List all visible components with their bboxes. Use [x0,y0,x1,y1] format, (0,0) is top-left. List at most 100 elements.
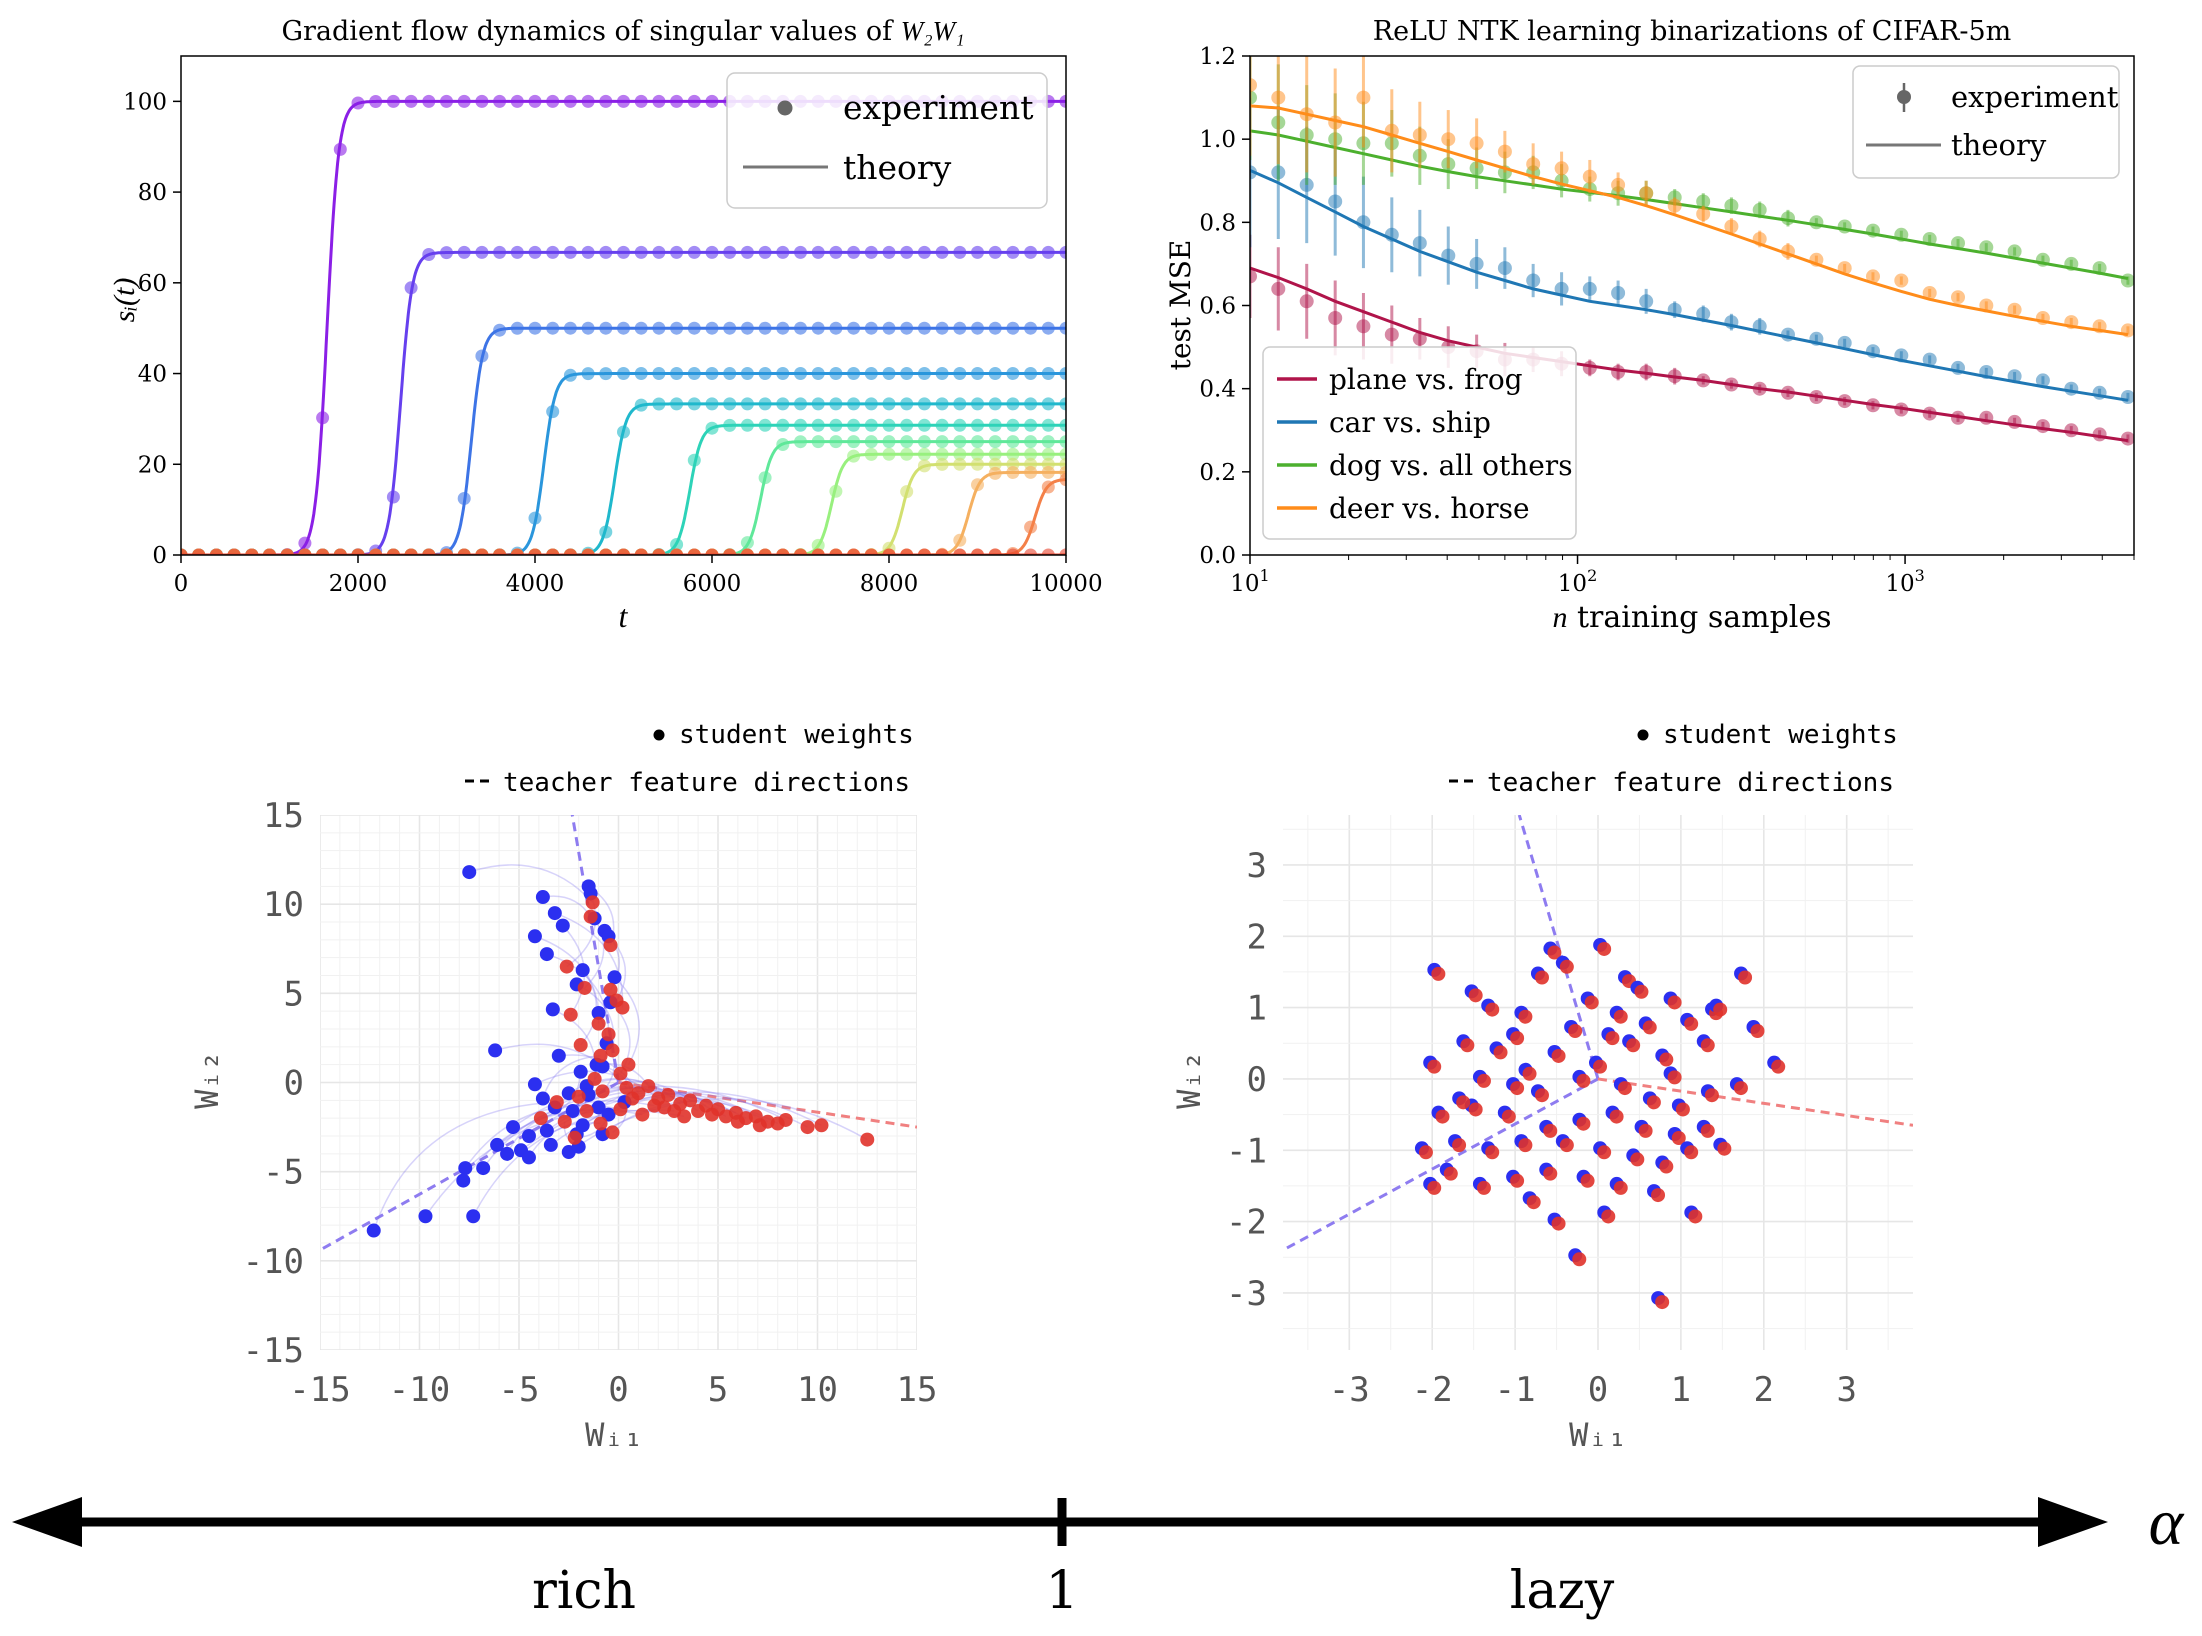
student-final-point [563,1007,578,1022]
student-final-point [1510,1173,1525,1188]
experiment-point-1 [1554,281,1569,296]
experiment-point-3 [1667,198,1682,213]
student-final-point [1543,1123,1558,1138]
experiment-point-11 [1006,548,1020,555]
experiment-point-1 [493,245,507,259]
experiment-point-4 [811,397,825,411]
experiment-point-1 [917,245,931,259]
experiment-point-6 [740,536,754,550]
student-final-point [800,1120,815,1135]
student-final-point [1738,970,1753,985]
student-final-point [559,959,574,974]
y-tick-label: 0 [1247,1060,1267,1100]
experiment-point-1 [1328,194,1343,209]
experiment-point-6 [864,435,878,449]
student-final-point [1626,1038,1641,1053]
experiment-point-3 [1951,290,1965,305]
experiment-point-4 [687,397,701,411]
student-initial-point [535,890,550,905]
x-tick-label: 102 [1558,566,1597,597]
y-tick-label: -1 [1226,1131,1267,1171]
experiment-point-2 [1724,198,1739,213]
legend-student-marker [1637,729,1649,741]
experiment-point-7 [1024,447,1038,461]
y-tick-label: 100 [123,89,167,115]
experiment-point-3 [988,367,1002,380]
experiment-point-2 [1696,194,1711,209]
experiment-point-2 [900,321,914,335]
experiment-point-11 [740,548,754,555]
experiment-point-1 [900,245,914,259]
experiment-point-4 [758,397,772,411]
experiment-point-0 [546,94,560,108]
experiment-point-1 [1837,335,1852,350]
experiment-point-11 [181,548,188,555]
experiment-point-11 [245,548,259,555]
experiment-point-5 [811,418,825,432]
experiment-point-11 [953,548,967,555]
student-final-point [1476,1180,1491,1195]
experiment-point-3 [1922,286,1937,300]
experiment-point-11 [935,548,949,555]
experiment-point-1 [510,245,524,259]
experiment-point-1 [1412,236,1427,251]
experiment-point-5 [1006,418,1020,432]
experiment-point-4 [1006,397,1020,411]
student-initial-point [591,1005,606,1020]
student-final-point [752,1118,767,1133]
experiment-point-2 [935,321,949,335]
student-final-point [1485,1002,1500,1017]
student-final-point [603,982,618,997]
experiment-point-1 [1384,227,1399,242]
student-final-point [1456,1095,1471,1110]
experiment-point-4 [740,397,754,411]
weight-trajectory [542,1055,601,1099]
experiment-point-2 [1250,90,1257,105]
experiment-point-11 [847,548,861,555]
student-initial-point [456,1173,471,1188]
experiment-point-11 [563,548,577,555]
experiment-point-3 [634,367,648,380]
experiment-point-2 [687,321,701,335]
student-final-point [1460,1038,1475,1053]
experiment-point-1 [1006,245,1020,259]
student-initial-point [573,1064,588,1079]
student-final-point [1559,1138,1574,1153]
experiment-point-1 [1894,348,1909,363]
experiment-point-3 [1724,219,1739,234]
experiment-point-11 [298,548,312,555]
experiment-point-6 [829,435,843,449]
experiment-point-3 [1384,123,1399,138]
experiment-point-2 [794,321,807,335]
experiment-point-1 [1250,165,1257,180]
lazy-x-ticks: -3 -2 -1 0 1 2 3 [1329,1370,1857,1410]
experiment-point-3 [1809,252,1824,267]
experiment-point-3 [900,367,914,380]
experiment-point-2 [1894,227,1909,242]
y-tick-label: 1 [1247,989,1267,1029]
experiment-point-0 [1299,294,1314,309]
student-final-point [1609,1109,1624,1124]
experiment-point-11 [493,548,507,555]
x-tick-exponent: 2 [1587,566,1597,585]
experiment-point-9 [988,466,1002,480]
experiment-point-1 [581,245,595,259]
experiment-point-5 [935,418,949,432]
gradient-legend: experiment theory [726,72,1048,209]
student-final-point [683,1093,698,1108]
experiment-point-3 [1979,298,1994,313]
experiment-point-0 [1696,373,1711,388]
experiment-point-7 [971,447,984,461]
x-tick-label: 0 [1588,1370,1608,1410]
y-tick-label: 0.4 [1199,377,1236,403]
experiment-point-7 [864,447,878,461]
student-final-point [1485,1145,1500,1160]
experiment-point-0 [1724,377,1739,392]
experiment-point-2 [2007,244,2022,259]
experiment-point-2 [2120,273,2134,288]
experiment-point-1 [1979,365,1994,379]
experiment-point-2 [864,321,878,335]
experiment-point-0 [2064,423,2079,438]
experiment-point-2 [723,321,737,335]
experiment-point-0 [2007,414,2022,429]
